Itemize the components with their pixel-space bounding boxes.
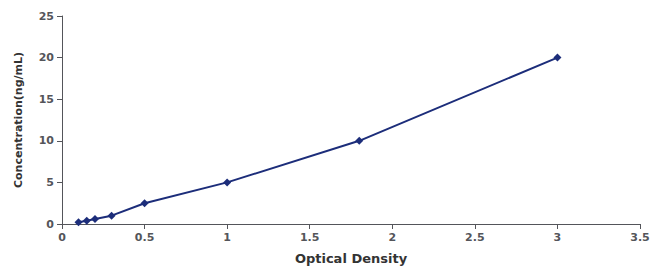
- svg-text:3: 3: [554, 231, 562, 244]
- svg-text:Concentration(ng/mL): Concentration(ng/mL): [12, 52, 25, 188]
- svg-text:5: 5: [46, 176, 54, 189]
- svg-text:20: 20: [39, 51, 55, 64]
- svg-text:1.5: 1.5: [300, 231, 320, 244]
- svg-text:2.5: 2.5: [465, 231, 485, 244]
- svg-text:1: 1: [223, 231, 231, 244]
- svg-text:15: 15: [39, 93, 54, 106]
- svg-text:25: 25: [39, 10, 54, 23]
- svg-text:0: 0: [58, 231, 66, 244]
- svg-text:3.5: 3.5: [630, 231, 650, 244]
- svg-text:2: 2: [388, 231, 396, 244]
- svg-text:0.5: 0.5: [135, 231, 155, 244]
- svg-text:Optical Density: Optical Density: [295, 251, 408, 266]
- svg-text:0: 0: [46, 218, 54, 231]
- svg-text:10: 10: [39, 134, 55, 147]
